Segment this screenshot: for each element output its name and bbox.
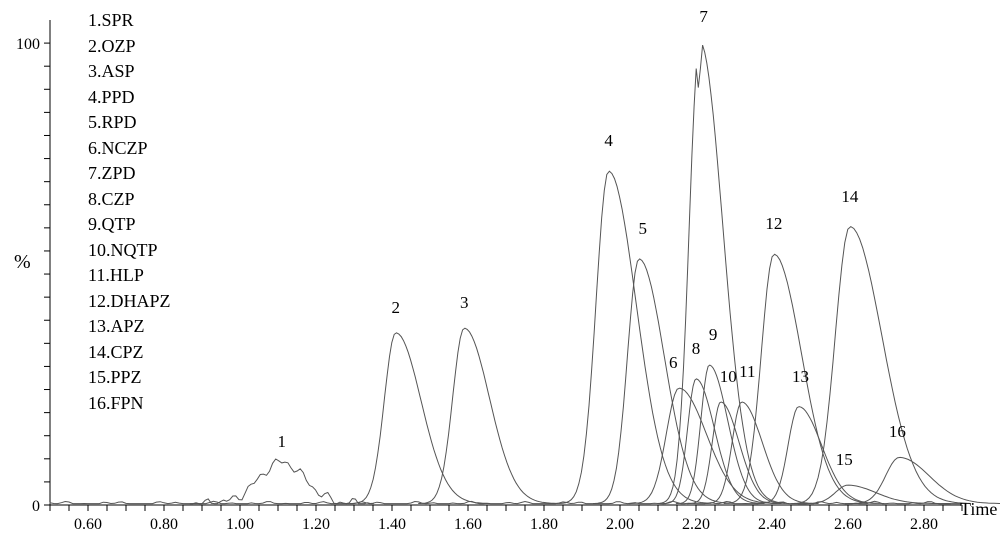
peak-11	[704, 402, 819, 504]
legend-item-10: 10.NQTP	[88, 240, 158, 261]
svg-text:2.80: 2.80	[910, 516, 938, 533]
peak-label-4: 4	[604, 131, 613, 151]
svg-text:1.40: 1.40	[378, 516, 406, 533]
legend-item-7: 7.ZPD	[88, 163, 136, 184]
legend-item-2: 2.OZP	[88, 36, 136, 57]
chromatogram-chart: 0 100 0.60 0.80 1.00 1.20 1.40 1.60 1.80 2.00 2.20…	[0, 0, 1000, 560]
peak-4	[558, 171, 711, 503]
legend-item-3: 3.ASP	[88, 61, 135, 82]
peak-3	[418, 328, 558, 503]
svg-text:1.60: 1.60	[454, 516, 482, 533]
legend-item-5: 5.RPD	[88, 112, 137, 133]
peak-label-13: 13	[792, 367, 809, 387]
peak-8	[663, 379, 765, 504]
svg-text:1.00: 1.00	[226, 516, 254, 533]
peak-label-12: 12	[765, 214, 782, 234]
peak-label-1: 1	[278, 432, 287, 452]
peak-label-11: 11	[739, 362, 755, 382]
peak-13	[757, 407, 884, 504]
peak-label-9: 9	[709, 325, 718, 345]
peak-label-16: 16	[889, 422, 906, 442]
svg-text:2.40: 2.40	[758, 516, 786, 533]
peak-7	[658, 45, 785, 503]
legend-item-6: 6.NCZP	[88, 138, 148, 159]
svg-text:0.60: 0.60	[74, 516, 102, 533]
svg-text:2.60: 2.60	[834, 516, 862, 533]
peak-label-15: 15	[836, 450, 853, 470]
legend-item-14: 14.CPZ	[88, 342, 144, 363]
peak-2	[350, 333, 490, 504]
legend-item-13: 13.APZ	[88, 316, 145, 337]
peak-label-6: 6	[669, 353, 678, 373]
peak-label-5: 5	[639, 219, 648, 239]
peak-label-8: 8	[692, 339, 701, 359]
peak-label-2: 2	[392, 298, 401, 318]
svg-text:0: 0	[32, 498, 40, 515]
svg-text:0.80: 0.80	[150, 516, 178, 533]
peak-label-3: 3	[460, 293, 469, 313]
legend-item-12: 12.DHAPZ	[88, 291, 171, 312]
y-axis-title: %	[14, 251, 31, 274]
peak-14	[791, 227, 969, 504]
x-axis-title: Time	[960, 499, 997, 520]
peak-label-7: 7	[699, 7, 708, 27]
peak-1	[190, 459, 374, 504]
legend-item-8: 8.CZP	[88, 189, 135, 210]
legend-item-15: 15.PPZ	[88, 367, 142, 388]
legend-item-11: 11.HLP	[88, 265, 144, 286]
svg-text:1.20: 1.20	[302, 516, 330, 533]
svg-text:1.80: 1.80	[530, 516, 558, 533]
legend-item-16: 16.FPN	[88, 393, 144, 414]
peak-10	[687, 402, 789, 504]
legend-item-4: 4.PPD	[88, 87, 135, 108]
peak-label-10: 10	[720, 367, 737, 387]
peak-16	[845, 457, 1000, 503]
legend-item-1: 1.SPR	[88, 10, 134, 31]
svg-text:2.00: 2.00	[606, 516, 634, 533]
svg-text:2.20: 2.20	[682, 516, 710, 533]
legend-item-9: 9.QTP	[88, 214, 136, 235]
peak-5	[593, 259, 733, 504]
svg-text:100: 100	[16, 36, 40, 53]
peak-label-14: 14	[841, 187, 858, 207]
